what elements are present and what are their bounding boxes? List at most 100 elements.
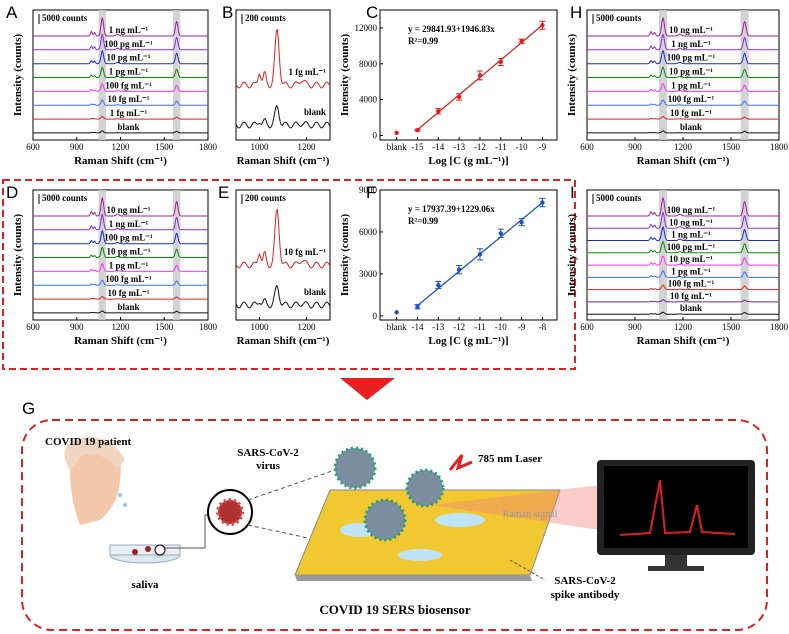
x-tick-label: -13 [453, 142, 465, 152]
highlight-band [740, 10, 749, 140]
y-tick-label: 8000 [359, 59, 378, 69]
x-tick-label: -10 [495, 322, 507, 332]
x-tick-label: 600 [580, 142, 594, 152]
plot-frame [235, 189, 331, 321]
x-tick-label: 1800 [199, 322, 218, 332]
data-point [394, 130, 399, 136]
panel-letter: H [570, 3, 582, 22]
spectrum [235, 105, 331, 129]
spectrum [587, 284, 779, 291]
chip-edge [295, 575, 532, 581]
x-axis-label: Raman Shift (cm⁻¹) [74, 335, 167, 347]
data-point [436, 109, 441, 114]
panel-letter: D [6, 183, 18, 202]
series-label: 100 ng mL⁻¹ [667, 205, 716, 215]
spectrum [33, 115, 208, 120]
spectrum [33, 130, 208, 134]
x-tick-label: 1200 [674, 142, 693, 152]
fit-annotation: y = 17937.39+1229.06x [408, 204, 495, 214]
panel-letter: I [570, 183, 575, 202]
series-label: 100 pg mL⁻¹ [667, 242, 716, 252]
series-label: 10 pg mL⁻¹ [107, 53, 151, 63]
x-tick-label: -14 [432, 142, 444, 152]
panel-letter: G [22, 399, 35, 418]
laser-label: 785 nm Laser [478, 453, 542, 465]
x-tick-label: 1200 [112, 322, 131, 332]
arrow [340, 378, 395, 400]
x-tick-label: -11 [474, 322, 486, 332]
x-tick-label: 900 [628, 322, 642, 332]
x-tick-label: 900 [628, 142, 642, 152]
series-label: 100 fg mL⁻¹ [105, 80, 152, 90]
scale-label: 5000 counts [596, 13, 642, 23]
series-label: 1 ng mL⁻¹ [109, 219, 149, 229]
highlight-band [98, 190, 106, 320]
virus-label: SARS-CoV-2 [237, 447, 299, 459]
virus-small [132, 549, 138, 555]
x-tick-label: 1500 [155, 322, 174, 332]
scheme: G COVID 19 patient saliva SA [22, 399, 755, 617]
virus [216, 498, 244, 526]
scheme-box [21, 419, 768, 631]
spectrum [587, 255, 779, 266]
x-tick-label: 1200 [112, 142, 131, 152]
data-point [394, 310, 399, 315]
y-tick-label: 4000 [359, 95, 378, 105]
spectrum [235, 28, 331, 89]
droplet [435, 513, 485, 527]
raman-beam [430, 485, 600, 530]
x-axis-label: Log [C (g mL⁻¹)] [428, 155, 508, 167]
series-label: 100 pg mL⁻¹ [667, 53, 716, 63]
series-label: 10 fg mL⁻¹ [284, 247, 326, 257]
spectrum [587, 299, 779, 303]
spectrum [33, 196, 208, 217]
spectrum [587, 66, 779, 78]
spectrum [33, 262, 208, 272]
droplet [118, 493, 122, 497]
scheme-caption: COVID 19 SERS biosensor [319, 602, 471, 617]
panel-letter: B [222, 3, 233, 22]
x-tick-label: blank [387, 142, 407, 152]
series-label: 100 fg mL⁻¹ [668, 94, 715, 104]
y-tick-label: 0 [373, 311, 378, 321]
series-label: 10 ng mL⁻¹ [107, 205, 151, 215]
data-point [540, 23, 545, 28]
series-label: 10 fg mL⁻¹ [670, 291, 712, 301]
panel-letter: E [218, 183, 229, 202]
spectrum [587, 240, 779, 254]
y-axis-label: Intensity (counts) [339, 214, 351, 297]
screen-spectrum [619, 479, 736, 536]
series-label: 10 ng mL⁻¹ [669, 25, 713, 35]
series-label: 100 fg mL⁻¹ [105, 274, 152, 284]
spectrum [33, 213, 208, 231]
spectrum [587, 50, 779, 65]
series-label: 10 fg mL⁻¹ [670, 108, 712, 118]
x-tick-label: 1800 [770, 322, 789, 332]
spectrum [33, 33, 208, 51]
x-tick-label: 900 [70, 142, 84, 152]
virus-label: virus [256, 460, 281, 472]
x-axis-label: Raman Shift (cm⁻¹) [74, 155, 167, 167]
x-axis-label: Raman Shift (cm⁻¹) [637, 335, 730, 347]
series-label: 1 fg mL⁻¹ [110, 108, 148, 118]
highlight-band [659, 190, 667, 320]
highlight-band [740, 190, 749, 320]
spectrum [587, 270, 779, 278]
x-axis-label: Raman Shift (cm⁻¹) [637, 155, 730, 167]
virus-bound [333, 446, 377, 490]
x-tick-label: 1500 [722, 322, 741, 332]
scale-label: 5000 counts [42, 193, 88, 203]
y-tick-label: 0 [373, 131, 378, 141]
data-point [477, 252, 483, 257]
spectrum [587, 115, 779, 120]
y-axis-label: Intensity (counts) [12, 34, 24, 117]
y-tick-label: 6000 [359, 227, 378, 237]
connector [165, 514, 208, 549]
x-tick-label: 1500 [722, 142, 741, 152]
highlight-band [173, 10, 181, 140]
series-label: 10 fg mL⁻¹ [108, 94, 150, 104]
series-label: 1 ng mL⁻¹ [109, 25, 149, 35]
series-label: blank [117, 302, 139, 312]
x-tick-label: 600 [26, 322, 40, 332]
spectrum [33, 49, 208, 65]
